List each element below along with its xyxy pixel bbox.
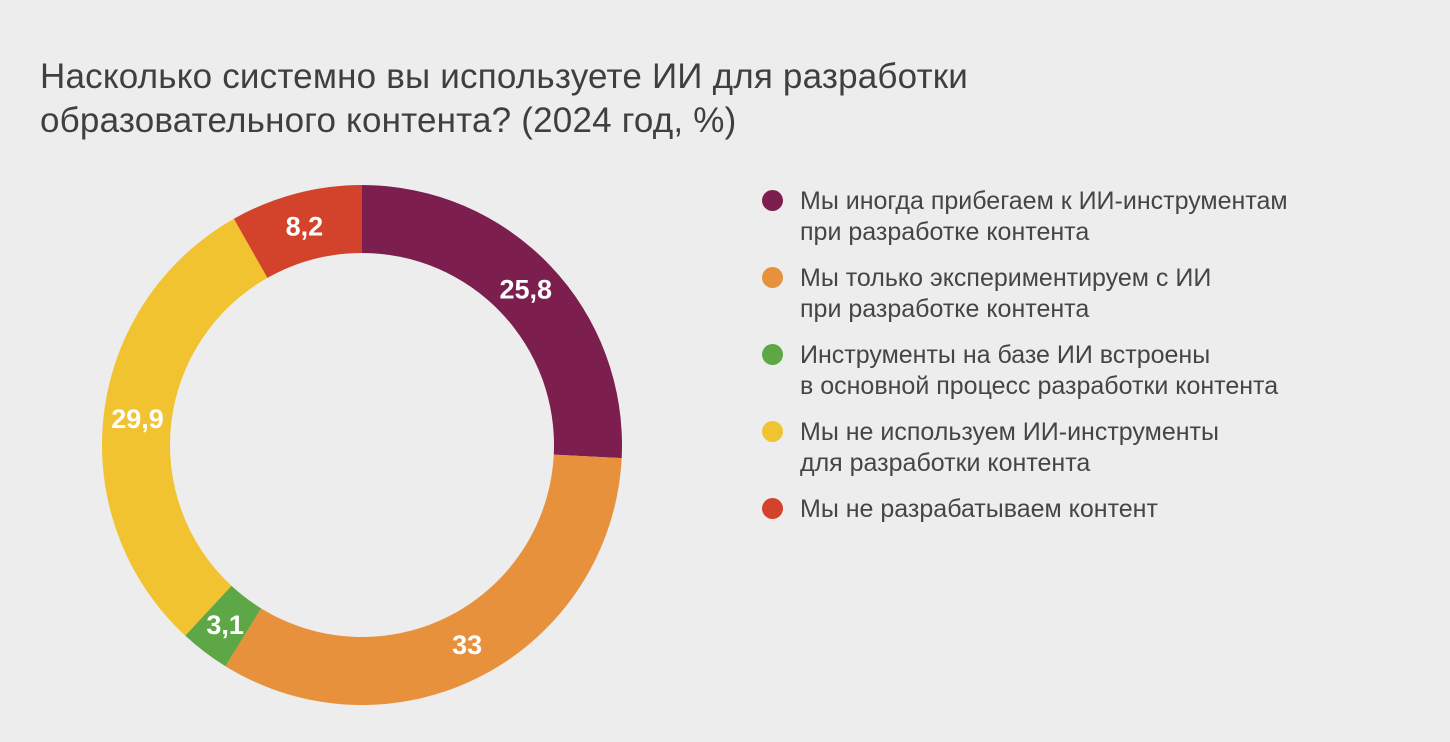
segment-value-label-0: 25,8 (499, 274, 552, 304)
donut-chart: 25,8 33 3,1 29,9 8,2 (92, 175, 632, 715)
segment-value-label-1: 33 (452, 630, 482, 660)
legend-dot-icon (762, 190, 783, 211)
donut-segment-4 (233, 185, 362, 278)
segment-value-label-4: 8,2 (286, 211, 324, 241)
segment-value-label-2: 3,1 (206, 610, 244, 640)
legend-item: Мы не используем ИИ-инструменты для разр… (762, 417, 1288, 479)
donut-segment-2 (185, 585, 262, 667)
chart-legend: Мы иногда прибегаем к ИИ-инструментам пр… (762, 186, 1288, 540)
legend-item-label: Мы только экспериментируем с ИИ при разр… (800, 264, 1212, 323)
legend-item-label: Мы не разрабатываем контент (800, 495, 1158, 523)
legend-dot-icon (762, 267, 783, 288)
legend-item: Мы иногда прибегаем к ИИ-инструментам пр… (762, 186, 1288, 248)
donut-segment-3 (101, 218, 268, 636)
legend-item-label: Мы не используем ИИ-инструменты для разр… (800, 418, 1219, 477)
legend-dot-icon (762, 344, 783, 365)
donut-chart-svg: 25,8 33 3,1 29,9 8,2 (101, 185, 622, 706)
legend-item-label: Инструменты на базе ИИ встроены в основн… (800, 341, 1279, 400)
donut-segment-1 (225, 454, 622, 706)
legend-item: Инструменты на базе ИИ встроены в основн… (762, 340, 1288, 402)
segment-value-label-3: 29,9 (111, 404, 164, 434)
legend-dot-icon (762, 498, 783, 519)
legend-dot-icon (762, 421, 783, 442)
donut-segment-0 (362, 185, 622, 459)
legend-item: Мы не разрабатываем контент (762, 494, 1288, 525)
page-title: Насколько системно вы используете ИИ для… (40, 57, 969, 140)
legend-item-label: Мы иногда прибегаем к ИИ-инструментам пр… (800, 187, 1288, 246)
legend-item: Мы только экспериментируем с ИИ при разр… (762, 263, 1288, 325)
